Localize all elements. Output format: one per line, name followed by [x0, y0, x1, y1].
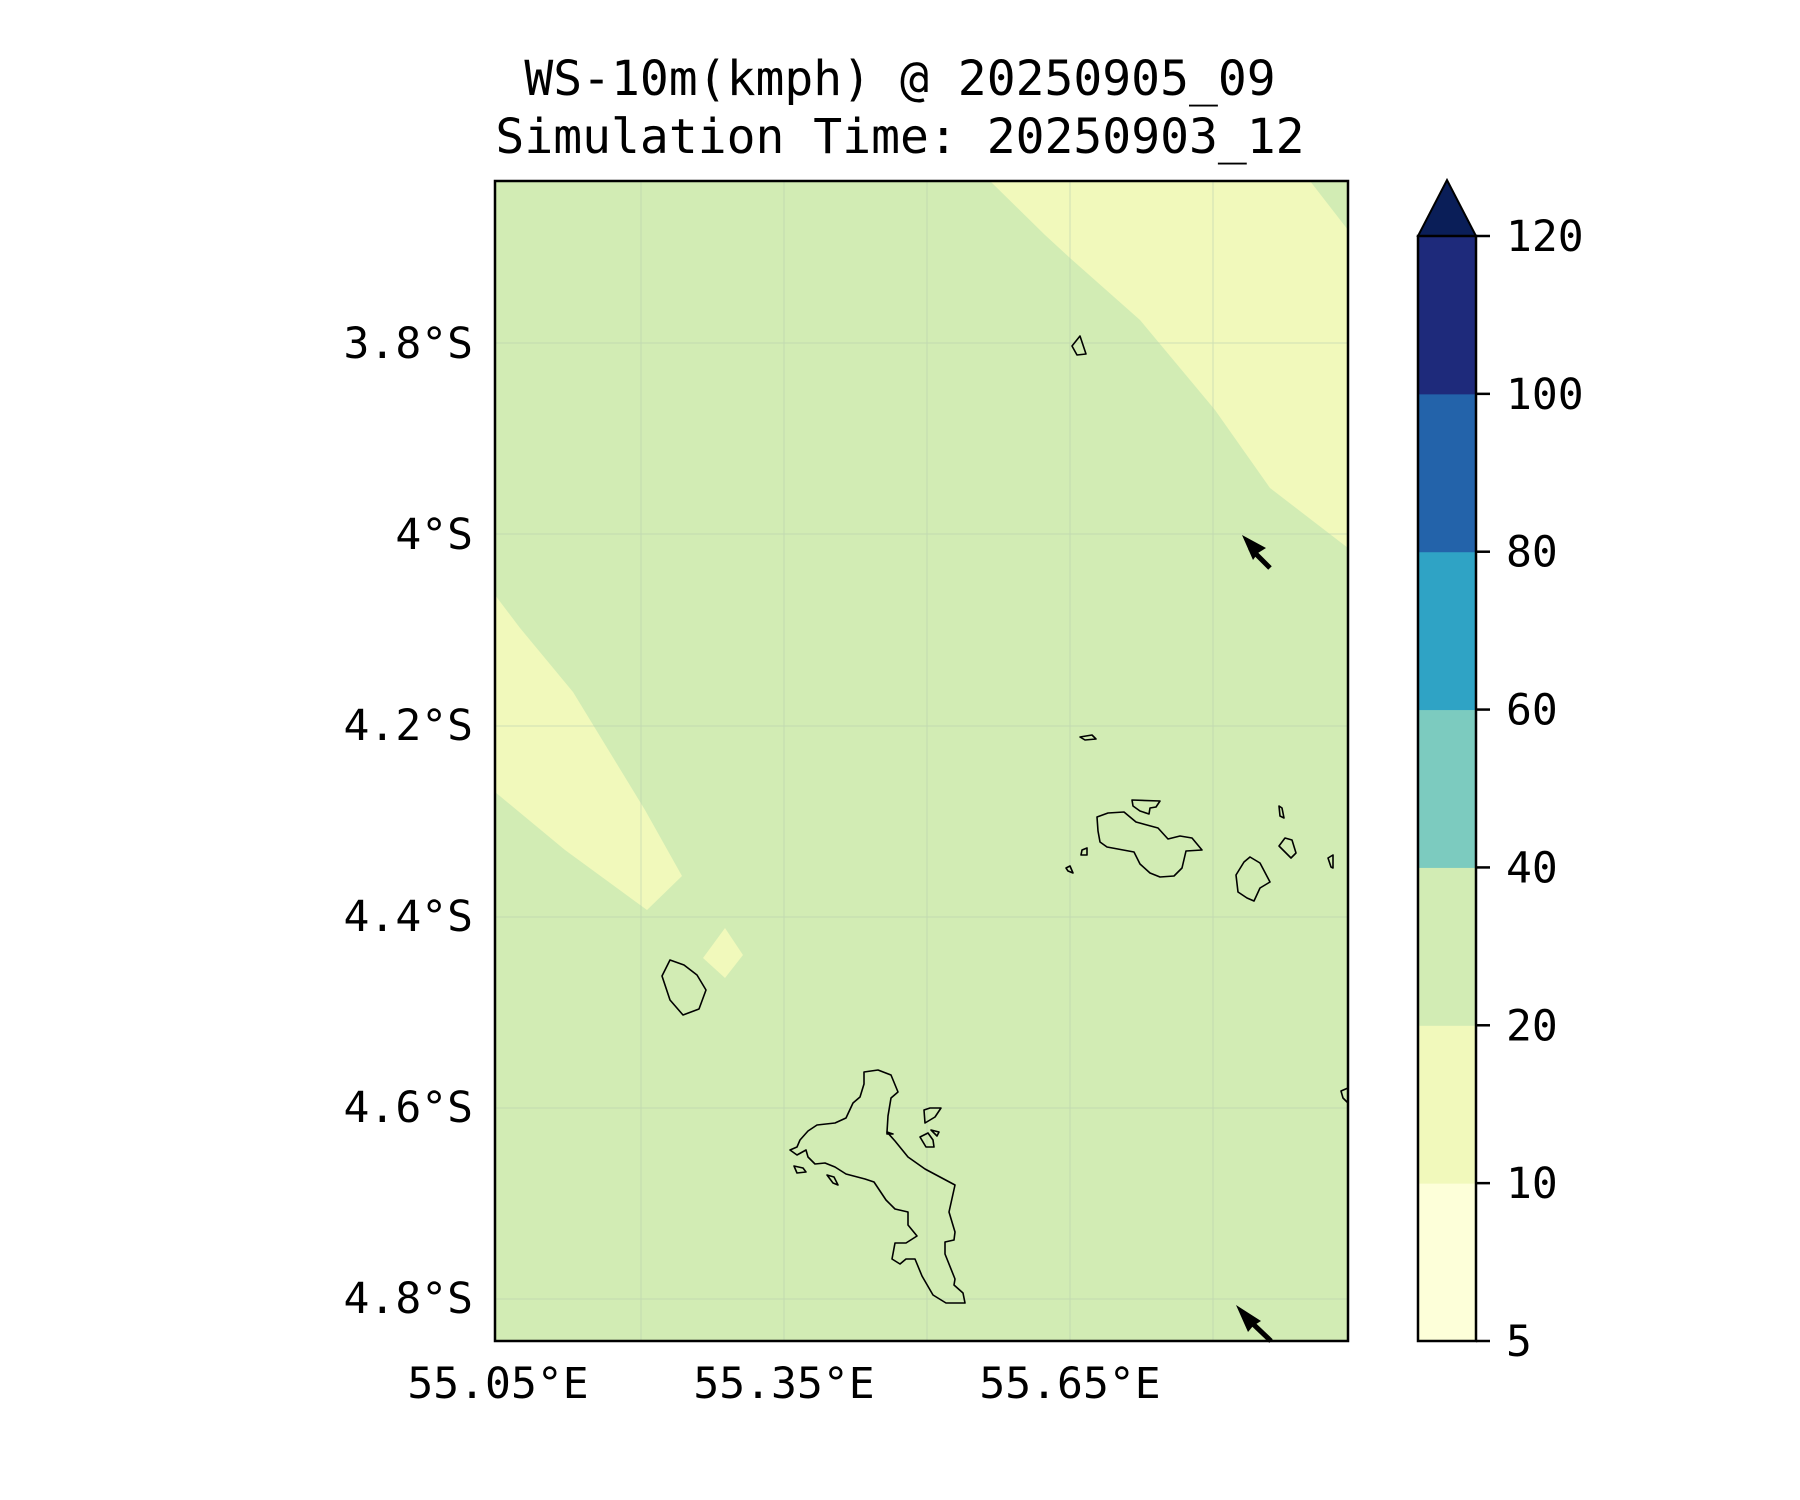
colorbar-tick-label: 40 — [1506, 843, 1558, 893]
island-conception — [826, 1174, 839, 1186]
colorbar: 5 10 20 40 60 80 100 120 — [1416, 177, 1584, 1367]
low-wind-patch — [703, 928, 743, 978]
island-cerf — [919, 1132, 935, 1148]
island-islet-3 — [1065, 865, 1074, 874]
island-islet-2 — [1080, 847, 1088, 856]
island-la-digue — [1235, 856, 1271, 902]
gridlines — [495, 181, 1348, 1341]
colorbar-tick-label: 60 — [1506, 686, 1558, 736]
lon-label: 55.65°E — [979, 1359, 1160, 1409]
colorbar-tick-label: 80 — [1506, 528, 1558, 578]
coastlines — [661, 335, 1349, 1304]
island-mahe — [789, 1069, 966, 1304]
island-islet-4 — [1278, 805, 1285, 819]
colorbar-segment — [1418, 867, 1476, 1026]
island-mahe-islet-a — [886, 1131, 894, 1135]
island-north-small — [1071, 335, 1087, 356]
island-islet-6 — [1327, 854, 1334, 869]
lon-label: 55.35°E — [693, 1359, 874, 1409]
latitude-labels: 3.8°S 4°S 4.2°S 4.4°S 4.6°S 4.8°S — [344, 319, 473, 1324]
colorbar-frame — [1416, 234, 1478, 1343]
colorbar-tick-label: 20 — [1506, 1001, 1558, 1051]
island-islet-5 — [1278, 837, 1297, 859]
island-mahe-islet-b — [930, 1129, 940, 1137]
map-frame — [493, 179, 1350, 1343]
colorbar-segments — [1418, 236, 1476, 1342]
wind-arrow-lower — [1236, 1305, 1273, 1343]
wind-arrows — [1236, 535, 1273, 1343]
low-wind-region-northeast — [990, 181, 1348, 548]
colorbar-tick-label: 10 — [1506, 1159, 1558, 1209]
lat-label: 3.8°S — [344, 319, 473, 369]
map-title-line2: Simulation Time: 20250903_12 — [495, 109, 1305, 165]
colorbar-extend-arrow — [1416, 177, 1478, 237]
colorbar-ticks: 5 10 20 40 60 80 100 120 — [1476, 212, 1584, 1367]
colorbar-tick-label: 100 — [1506, 370, 1584, 420]
island-silhouette — [661, 959, 707, 1016]
colorbar-segment — [1418, 236, 1476, 395]
lat-label: 4.6°S — [344, 1083, 473, 1133]
colorbar-segment — [1418, 393, 1476, 553]
colorbar-segment — [1418, 709, 1476, 868]
lon-label: 55.05°E — [407, 1359, 588, 1409]
island-therese — [793, 1165, 807, 1174]
low-wind-region-west — [495, 595, 682, 910]
colorbar-tick-label: 120 — [1506, 212, 1584, 262]
wind-arrow-upper — [1242, 535, 1272, 570]
lat-label: 4.8°S — [344, 1274, 473, 1324]
colorbar-segment — [1418, 551, 1476, 711]
longitude-labels: 55.05°E 55.35°E 55.65°E — [407, 1359, 1160, 1409]
island-praslin — [1096, 811, 1203, 878]
colorbar-segment — [1418, 1183, 1476, 1342]
lat-label: 4°S — [395, 510, 473, 560]
island-islet-1 — [1079, 734, 1097, 741]
island-ste-anne — [923, 1107, 942, 1124]
map-panel — [493, 179, 1350, 1343]
colorbar-segment — [1418, 1025, 1476, 1184]
lat-label: 4.2°S — [344, 701, 473, 751]
lat-label: 4.4°S — [344, 892, 473, 942]
island-praslin-north — [1131, 799, 1161, 815]
map-title-line1: WS-10m(kmph) @ 20250905_09 — [524, 51, 1276, 107]
colorbar-tick-label: 5 — [1506, 1317, 1532, 1367]
